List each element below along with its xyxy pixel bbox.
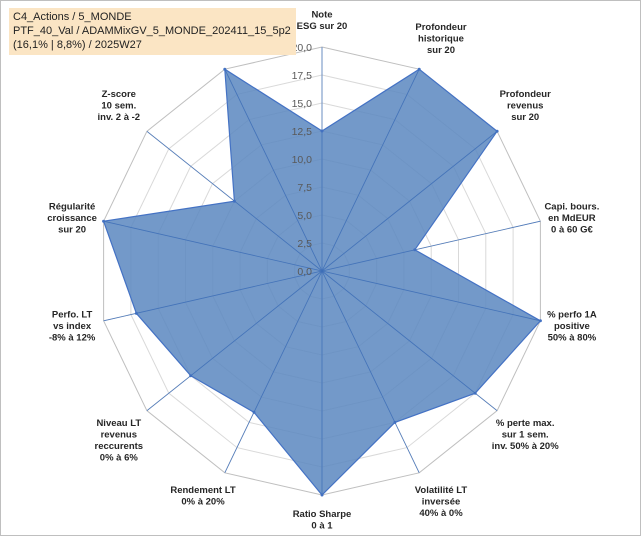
axis-label-line: 10 sem. [101,101,136,112]
axis-label-line: 40% à 0% [419,508,463,519]
axis-label-line: Niveau LT [96,418,141,429]
axis-label-line: inversée [422,497,461,508]
tick-label: 17,5 [292,70,313,82]
axis-label-line: 0% à 6% [100,452,139,463]
axis-label-line: croissance [47,213,97,224]
spoke-overlay [321,220,541,272]
axis-label-line: Z-score [102,89,136,100]
axis-label-line: inv. 50% à 20% [492,441,559,452]
spoke-overlay [146,130,323,272]
spoke-overlay [321,69,420,272]
spoke-overlay [321,130,498,272]
axis-label-line: 50% à 80% [548,332,597,343]
series-layer [102,47,542,497]
spoke-overlay [103,270,323,322]
axis-label-line: Régularité [49,202,95,213]
axis-label-line: inv. 2 à -2 [98,112,141,123]
axis-label-line: 0 à 60 G€ [551,225,593,236]
spoke-overlay [103,220,323,272]
spoke-overlay [321,270,420,473]
axis-label-line: sur 20 [427,45,455,56]
tick-label: 0,0 [297,266,312,278]
spoke-overlay [224,69,323,272]
axis-label-group: Rendement LT0% à 20% [170,485,235,508]
axis-label-line: Profondeur [500,89,551,100]
axis-label-line: Note [311,10,332,21]
tick-label: 10,0 [292,154,313,166]
axis-label-line: positive [554,321,590,332]
axis-label-line: sur 20 [58,225,86,236]
axis-label-line: en MdEUR [548,213,596,224]
axis-label-line: historique [418,34,464,45]
header-line-2: PTF_40_Val / ADAMMixGV_5_MONDE_202411_15… [13,25,291,37]
header-line-3: (16,1% | 8,8%) / 2025W27 [13,39,142,51]
axis-label-line: Profondeur [415,22,466,33]
tick-label: 12,5 [292,126,313,138]
tick-label: 20,0 [292,42,313,54]
axis-label-line: revenus [507,101,543,112]
spoke-overlay [224,270,323,473]
spoke-overlay [146,270,323,412]
tick-label: 7,5 [297,182,312,194]
axis-label-line: reccurents [95,441,144,452]
axis-label-group: % perte max.sur 1 sem.inv. 50% à 20% [492,418,559,452]
tick-label: 2,5 [297,238,312,250]
tick-labels: 0,0 2,5 5,0 7,5 10,0 12,5 15,0 17,5 20,0 [292,42,313,278]
tick-label: 15,0 [292,98,313,110]
tick-label: 5,0 [297,210,312,222]
chart-header: C4_Actions / 5_MONDE PTF_40_Val / ADAMMi… [9,8,296,55]
axis-label-line: sur 1 sem. [502,429,549,440]
axis-label-line: % perte max. [496,418,555,429]
axis-label-line: % perfo 1A [547,309,597,320]
axis-label-line: sur 20 [511,112,539,123]
axis-label-line: Rendement LT [170,485,235,496]
axis-label-line: 0% à 20% [181,497,225,508]
axis-label-line: revenus [101,429,137,440]
spoke-overlay [321,270,541,322]
axis-label-line: Ratio Sharpe [293,509,352,520]
axis-label-line: 0 à 1 [311,521,333,532]
axis-label-line: Perfo. LT [52,309,93,320]
header-line-1: C4_Actions / 5_MONDE [13,11,132,23]
axis-label-line: vs index [53,321,92,332]
axis-label-line: Volatilité LT [415,485,468,496]
axis-label-line: -8% à 12% [49,332,96,343]
axis-label-line: ESG sur 20 [297,21,348,32]
axis-label-line: Capi. bours. [544,202,599,213]
spoke-overlay [321,270,498,412]
